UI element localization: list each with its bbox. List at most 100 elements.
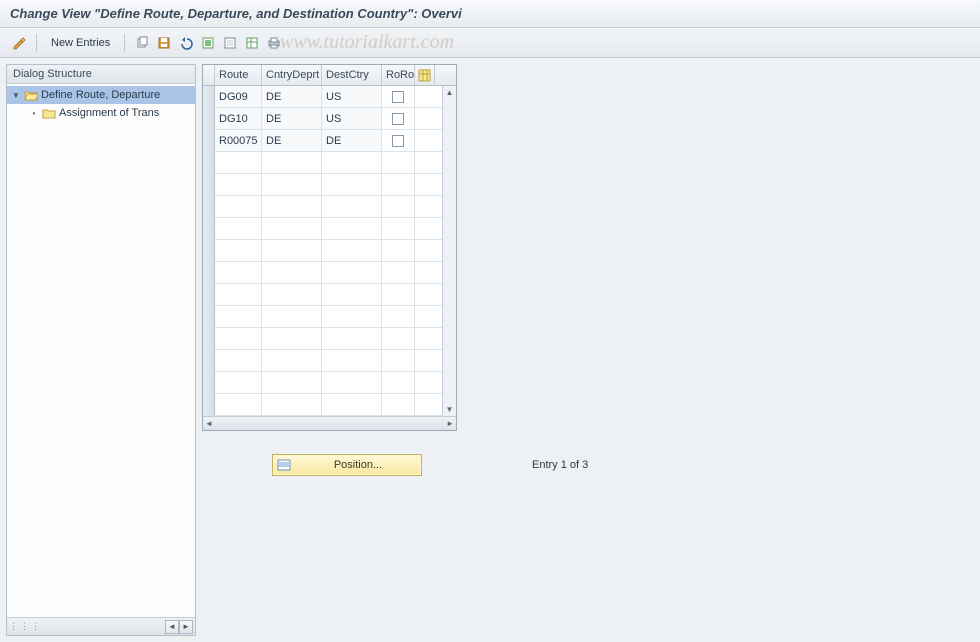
drag-handle-icon[interactable]: ⋮⋮⋮ bbox=[9, 621, 42, 632]
table-row[interactable] bbox=[203, 152, 442, 174]
scroll-right-icon[interactable]: ► bbox=[179, 620, 193, 634]
tree-item-label: Assignment of Trans bbox=[59, 107, 159, 119]
row-selector[interactable] bbox=[203, 152, 215, 173]
roro-checkbox[interactable] bbox=[392, 91, 404, 103]
cell-destctry bbox=[322, 196, 382, 217]
data-table: Route CntryDeprt DestCtry RoRo DG09DEUSD… bbox=[202, 64, 457, 431]
tree-item[interactable]: • Assignment of Trans bbox=[7, 104, 195, 122]
roro-checkbox[interactable] bbox=[392, 113, 404, 125]
scroll-up-icon[interactable]: ▲ bbox=[446, 88, 454, 97]
row-selector[interactable] bbox=[203, 284, 215, 305]
configure-columns-icon[interactable] bbox=[415, 65, 435, 85]
tree-footer: ⋮⋮⋮ ◄ ► bbox=[7, 617, 195, 635]
undo-icon[interactable] bbox=[177, 34, 195, 52]
cell-spacer bbox=[415, 328, 435, 349]
row-selector[interactable] bbox=[203, 130, 215, 151]
collapse-icon[interactable]: ▼ bbox=[11, 91, 21, 100]
row-selector[interactable] bbox=[203, 372, 215, 393]
column-destctry[interactable]: DestCtry bbox=[322, 65, 382, 85]
table-row[interactable] bbox=[203, 284, 442, 306]
table-row[interactable] bbox=[203, 218, 442, 240]
vertical-scrollbar[interactable]: ▲ ▼ bbox=[442, 86, 456, 416]
new-entries-label: New Entries bbox=[51, 37, 110, 49]
cell-cntrydeprt bbox=[262, 196, 322, 217]
roro-checkbox[interactable] bbox=[392, 135, 404, 147]
row-selector[interactable] bbox=[203, 174, 215, 195]
cell-route bbox=[215, 284, 262, 305]
cell-cntrydeprt bbox=[262, 174, 322, 195]
cell-cntrydeprt bbox=[262, 306, 322, 327]
table-row[interactable]: R00075DEDE bbox=[203, 130, 442, 152]
row-selector[interactable] bbox=[203, 262, 215, 283]
cell-destctry bbox=[322, 174, 382, 195]
cell-spacer bbox=[415, 108, 435, 129]
scroll-left-icon[interactable]: ◄ bbox=[165, 620, 179, 634]
select-all-column[interactable] bbox=[203, 65, 215, 85]
select-all-icon[interactable] bbox=[199, 34, 217, 52]
table-row[interactable] bbox=[203, 350, 442, 372]
cell-route bbox=[215, 196, 262, 217]
table-row[interactable] bbox=[203, 240, 442, 262]
tree-item[interactable]: ▼ Define Route, Departure bbox=[7, 86, 195, 104]
copy-icon[interactable] bbox=[133, 34, 151, 52]
save-icon[interactable] bbox=[155, 34, 173, 52]
table-row[interactable]: DG09DEUS bbox=[203, 86, 442, 108]
new-entries-button[interactable]: New Entries bbox=[45, 35, 116, 51]
cell-roro bbox=[382, 218, 415, 239]
row-selector[interactable] bbox=[203, 108, 215, 129]
change-icon[interactable] bbox=[10, 34, 28, 52]
column-cntrydeprt[interactable]: CntryDeprt bbox=[262, 65, 322, 85]
table-row[interactable] bbox=[203, 262, 442, 284]
cell-route bbox=[215, 174, 262, 195]
cell-destctry bbox=[322, 350, 382, 371]
scroll-down-icon[interactable]: ▼ bbox=[446, 405, 454, 414]
cell-route bbox=[215, 306, 262, 327]
expand-icon[interactable]: • bbox=[29, 109, 39, 118]
column-roro[interactable]: RoRo bbox=[382, 65, 415, 85]
cell-route bbox=[215, 350, 262, 371]
cell-cntrydeprt: DE bbox=[262, 86, 322, 107]
row-selector[interactable] bbox=[203, 196, 215, 217]
cell-destctry bbox=[322, 284, 382, 305]
row-selector[interactable] bbox=[203, 328, 215, 349]
cell-cntrydeprt bbox=[262, 328, 322, 349]
dialog-structure-header: Dialog Structure bbox=[7, 65, 195, 84]
row-selector[interactable] bbox=[203, 86, 215, 107]
position-button[interactable]: Position... bbox=[272, 454, 422, 476]
table-row[interactable] bbox=[203, 372, 442, 394]
row-selector[interactable] bbox=[203, 394, 215, 415]
cell-spacer bbox=[415, 372, 435, 393]
tree-item-label: Define Route, Departure bbox=[41, 89, 160, 101]
table-row[interactable] bbox=[203, 196, 442, 218]
cell-cntrydeprt bbox=[262, 350, 322, 371]
cell-spacer bbox=[415, 394, 435, 415]
deselect-all-icon[interactable] bbox=[221, 34, 239, 52]
cell-cntrydeprt bbox=[262, 284, 322, 305]
table-row[interactable]: DG10DEUS bbox=[203, 108, 442, 130]
row-selector[interactable] bbox=[203, 240, 215, 261]
horizontal-scrollbar[interactable]: ◄ ► bbox=[203, 417, 456, 430]
cell-spacer bbox=[415, 86, 435, 107]
cell-route bbox=[215, 152, 262, 173]
table-settings-icon[interactable] bbox=[243, 34, 261, 52]
row-selector[interactable] bbox=[203, 218, 215, 239]
table-row[interactable] bbox=[203, 394, 442, 416]
scroll-left-icon[interactable]: ◄ bbox=[205, 419, 213, 428]
row-selector[interactable] bbox=[203, 306, 215, 327]
folder-open-icon bbox=[24, 89, 38, 101]
row-selector[interactable] bbox=[203, 350, 215, 371]
table-row[interactable] bbox=[203, 174, 442, 196]
cell-route bbox=[215, 218, 262, 239]
right-area: Route CntryDeprt DestCtry RoRo DG09DEUSD… bbox=[202, 64, 974, 636]
content-area: Dialog Structure ▼ Define Route, Departur… bbox=[0, 58, 980, 642]
column-route[interactable]: Route bbox=[215, 65, 262, 85]
cell-cntrydeprt bbox=[262, 218, 322, 239]
print-icon[interactable] bbox=[265, 34, 283, 52]
toolbar-separator bbox=[124, 34, 125, 52]
tree-body: ▼ Define Route, Departure• Assignment of T… bbox=[7, 84, 195, 617]
scroll-right-icon[interactable]: ► bbox=[446, 419, 454, 428]
table-row[interactable] bbox=[203, 306, 442, 328]
table-row[interactable] bbox=[203, 328, 442, 350]
cell-roro bbox=[382, 328, 415, 349]
cell-spacer bbox=[415, 350, 435, 371]
